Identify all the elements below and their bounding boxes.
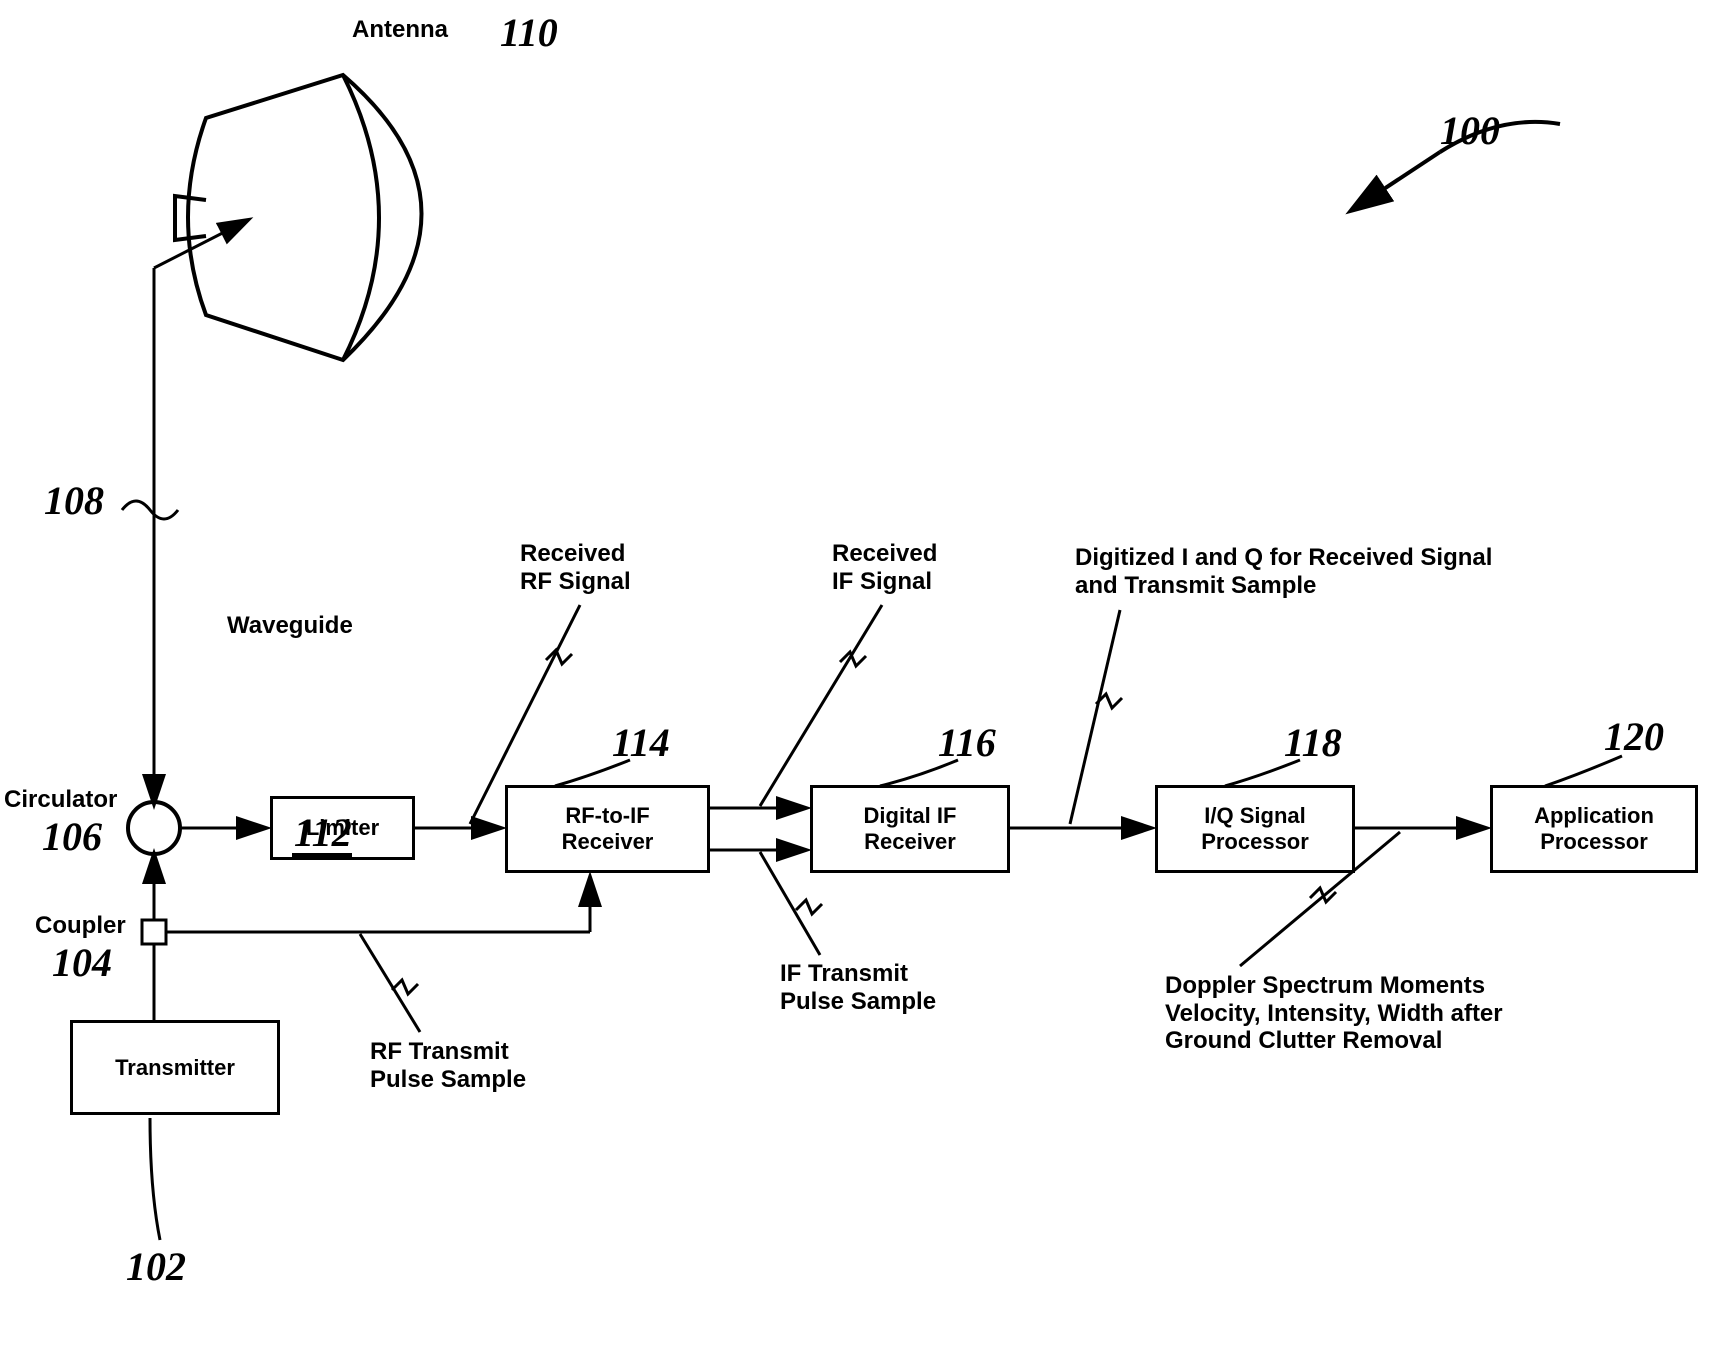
app-label: Application Processor bbox=[1534, 803, 1654, 855]
ref-120: 120 bbox=[1604, 714, 1664, 760]
ref-114: 114 bbox=[612, 720, 670, 766]
waveguide-label: Waveguide bbox=[227, 612, 353, 640]
rf-to-if-label: RF-to-IF Receiver bbox=[562, 803, 654, 855]
ref-110: 110 bbox=[500, 10, 558, 56]
coupler-shape bbox=[142, 920, 166, 944]
diagram-stage: Transmitter Limiter RF-to-IF Receiver Di… bbox=[0, 0, 1714, 1362]
circulator-shape bbox=[128, 802, 180, 854]
digital-if-label: Digital IF Receiver bbox=[864, 803, 957, 855]
ref-104: 104 bbox=[52, 940, 112, 986]
circulator-label: Circulator bbox=[4, 786, 117, 814]
if-tx-sample-label: IF Transmit Pulse Sample bbox=[780, 960, 936, 1015]
digitized-label: Digitized I and Q for Received Signal an… bbox=[1075, 544, 1492, 599]
ref-108: 108 bbox=[44, 478, 104, 524]
app-box: Application Processor bbox=[1490, 785, 1698, 873]
digital-if-box: Digital IF Receiver bbox=[810, 785, 1010, 873]
ref-106: 106 bbox=[42, 814, 102, 860]
transmitter-box: Transmitter bbox=[70, 1020, 280, 1115]
received-rf-label: Received RF Signal bbox=[520, 540, 631, 595]
doppler-label: Doppler Spectrum Moments Velocity, Inten… bbox=[1165, 972, 1503, 1055]
received-if-label: Received IF Signal bbox=[832, 540, 937, 595]
iq-label: I/Q Signal Processor bbox=[1201, 803, 1309, 855]
antenna-title: Antenna bbox=[352, 16, 448, 44]
rf-to-if-box: RF-to-IF Receiver bbox=[505, 785, 710, 873]
ref-118: 118 bbox=[1284, 720, 1342, 766]
coupler-label: Coupler bbox=[35, 912, 126, 940]
transmitter-label: Transmitter bbox=[115, 1055, 235, 1081]
ref-112: 112 bbox=[294, 810, 352, 856]
diagram-svg bbox=[0, 0, 1714, 1362]
iq-box: I/Q Signal Processor bbox=[1155, 785, 1355, 873]
ref-100: 100 bbox=[1440, 108, 1500, 154]
ref-116: 116 bbox=[938, 720, 996, 766]
antenna-shape bbox=[175, 75, 422, 360]
ref-102: 102 bbox=[126, 1244, 186, 1290]
rf-tx-sample-label: RF Transmit Pulse Sample bbox=[370, 1038, 526, 1093]
